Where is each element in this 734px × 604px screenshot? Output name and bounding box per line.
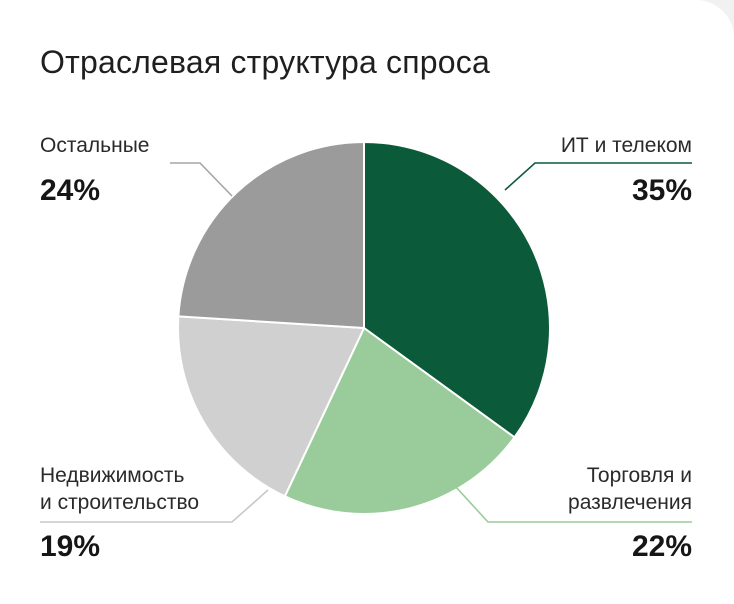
leader-lines [40,162,692,523]
pie-slice-real-estate [177,315,365,498]
pie-slice-it-telecom [363,141,551,439]
slice-label-real-estate-line1: Недвижимость [40,464,185,487]
leader-line-real-estate [40,489,269,523]
slice-label-real-estate-line2: и строительство [40,491,200,514]
slice-label-others: Остальные [40,134,150,157]
slice-label-trade-line1: Торговля и [586,464,692,487]
slice-value-it-telecom: 35% [631,174,692,207]
slice-value-real-estate: 19% [40,530,101,563]
slice-value-trade: 22% [631,530,692,563]
leader-line-others [170,162,233,197]
leader-line-it-telecom [504,162,692,191]
slice-value-others: 24% [40,174,101,207]
pie-slices [177,141,551,515]
pie-slice-others [177,141,365,329]
slice-label-trade-line2: развлечения [568,491,692,514]
slice-label-it-telecom: ИТ и телеком [560,134,692,157]
leader-line-trade [454,485,692,523]
chart-title: Отраслевая структура спроса [40,44,490,80]
card-rounded-corner [670,0,734,64]
